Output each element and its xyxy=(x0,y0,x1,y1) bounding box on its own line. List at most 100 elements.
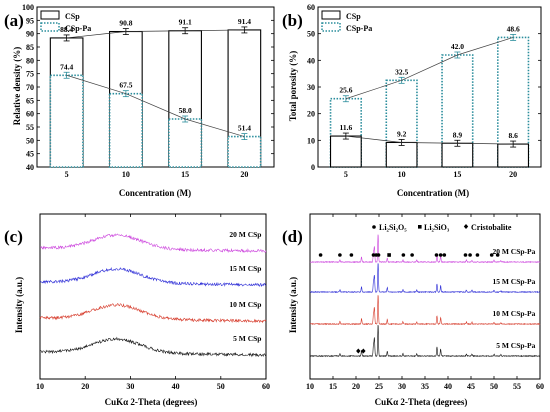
bar-csp xyxy=(441,142,474,168)
y-tick-label: 100 xyxy=(22,3,34,12)
chart-a-ylabel: Relative density (%) xyxy=(12,47,22,126)
marker-li2si2o5 xyxy=(463,253,468,257)
data-label: 8.9 xyxy=(453,130,463,139)
legend-swatch xyxy=(321,10,341,20)
legend-label: Li₂SiO₃ xyxy=(424,223,450,232)
data-label: 67.5 xyxy=(119,81,132,90)
curve-label: 20 M CSp-Pa xyxy=(492,247,535,256)
marker-li2si2o5 xyxy=(318,253,323,257)
x-tick-label: 20 xyxy=(352,382,360,391)
data-label: 25.6 xyxy=(339,86,352,95)
y-tick-label: 80 xyxy=(26,56,34,65)
legend-swatch xyxy=(321,22,341,32)
x-tick-label: 5 xyxy=(344,170,348,179)
x-tick-label: 5 xyxy=(65,170,69,179)
data-label: 9.2 xyxy=(397,129,407,138)
panel-label-b: (b) xyxy=(282,11,303,30)
legend-dot-icon xyxy=(372,225,376,229)
data-label: 8.6 xyxy=(508,131,518,140)
x-tick-label: 40 xyxy=(444,382,452,391)
trend-line-csp-pa xyxy=(66,74,245,137)
marker-li2si2o5 xyxy=(438,253,443,257)
marker-li2si2o5 xyxy=(410,253,414,257)
y-tick-label: 40 xyxy=(307,56,315,65)
marker-cristobalite xyxy=(356,348,361,354)
marker-li2si2o5 xyxy=(434,253,439,257)
y-tick-label: 60 xyxy=(307,3,315,12)
data-label: 88.4 xyxy=(60,25,73,34)
y-tick-label: 95 xyxy=(26,16,34,25)
x-tick-label: 60 xyxy=(536,382,544,391)
xrd-curve xyxy=(309,263,541,294)
xrd-curve xyxy=(39,267,267,287)
xrd-curve xyxy=(309,324,541,358)
xrd-curve xyxy=(39,303,267,324)
curve-label: 10 M CSp-Pa xyxy=(492,309,535,318)
x-tick-label: 10 xyxy=(306,382,314,391)
data-label: 91.4 xyxy=(238,17,251,26)
chart-c-xlabel: CuKα 2-Theta (degrees) xyxy=(105,397,198,407)
x-tick-label: 30 xyxy=(126,382,134,391)
x-tick-label: 35 xyxy=(421,382,429,391)
x-tick-label: 20 xyxy=(240,170,248,179)
y-tick-label: 90 xyxy=(26,30,34,39)
data-label: 51.4 xyxy=(238,124,251,133)
marker-li2si2o5 xyxy=(442,253,447,257)
chart-c-ylabel: Intensity (a.u.) xyxy=(14,277,24,333)
panel-label-d: (d) xyxy=(282,227,303,246)
x-tick-label: 25 xyxy=(375,382,383,391)
y-tick-label: 10 xyxy=(307,136,315,145)
y-tick-label: 45 xyxy=(26,150,34,159)
bar-csp-pa xyxy=(227,135,262,168)
chart-d-ylabel: Intensity (a.u.) xyxy=(288,277,298,333)
y-tick-label: 60 xyxy=(26,110,34,119)
y-tick-label: 30 xyxy=(307,83,315,92)
chart-a-xlabel: Concentration (M) xyxy=(119,188,191,198)
curve-label: 5 M CSp xyxy=(233,334,261,343)
x-tick-label: 10 xyxy=(398,170,406,179)
legend-swatch xyxy=(40,10,60,20)
curve-label: 20 M CSp xyxy=(229,230,261,239)
xrd-curve xyxy=(309,295,541,326)
data-label: 74.4 xyxy=(60,62,73,71)
marker-li2si2o5 xyxy=(489,253,494,257)
chart-b-ylabel: Total porosity (%) xyxy=(288,51,298,122)
legend-label: Cristobalite xyxy=(471,223,512,232)
curve-label: 10 M CSp xyxy=(229,300,261,309)
xrd-curve xyxy=(39,336,267,358)
legend-label: CSp-Pa xyxy=(65,24,91,33)
chart-c: 10 20 30 40 50 60 20 M CSp 15 M CSp 10 M CSp 5 M … xyxy=(36,213,270,391)
legend-label: CSp xyxy=(346,12,361,21)
xrd-curve xyxy=(309,234,541,264)
data-label: 32.5 xyxy=(395,67,408,76)
data-label: 48.6 xyxy=(507,24,520,33)
marker-li2si2o5 xyxy=(371,253,376,257)
bar-csp xyxy=(385,141,418,168)
data-label: 90.8 xyxy=(119,19,132,28)
x-tick-label: 15 xyxy=(453,170,461,179)
x-tick-label: 55 xyxy=(513,382,521,391)
legend-label: CSp xyxy=(65,12,80,21)
panel-label-a: (a) xyxy=(4,11,24,30)
x-tick-label: 45 xyxy=(467,382,475,391)
chart-d-frame xyxy=(309,213,541,380)
marker-li2si2o5 xyxy=(475,253,480,257)
legend-diamond-icon xyxy=(463,224,469,229)
panel-label-c: (c) xyxy=(4,227,23,246)
curve-label: 15 M CSp-Pa xyxy=(492,277,535,286)
curve-label: 15 M CSp xyxy=(229,264,261,273)
legend-label: CSp-Pa xyxy=(346,24,372,33)
x-tick-label: 10 xyxy=(36,382,44,391)
trend-line-csp xyxy=(345,135,514,145)
y-tick-label: 40 xyxy=(26,163,34,172)
marker-li2si2o5 xyxy=(401,253,406,257)
chart-b-xlabel: Concentration (M) xyxy=(397,188,469,198)
data-label: 91.1 xyxy=(179,18,192,27)
y-tick-label: 70 xyxy=(26,83,34,92)
marker-li2si2o5 xyxy=(376,253,381,257)
chart-a: 40 45 50 55 60 65 70 75 80 85 90 95 100 5 10 15 20 88.4 90… xyxy=(22,3,275,179)
xrd-curve xyxy=(39,233,267,254)
marker-li2sio3 xyxy=(387,253,391,257)
y-tick-label: 50 xyxy=(307,30,315,39)
